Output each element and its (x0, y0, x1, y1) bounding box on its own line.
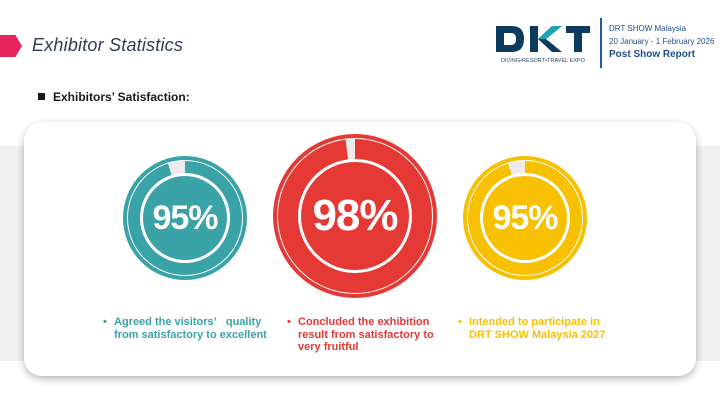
stat-ring-1: 95% (121, 154, 249, 282)
caption-line: from satisfactory to excellent (114, 328, 267, 341)
caption-bullet: • (103, 316, 107, 328)
caption-line: very fruitful (298, 341, 359, 353)
report-title: Post Show Report (609, 49, 696, 60)
stat-caption-2: • Concluded the exhibition result from sat… (287, 316, 434, 354)
stat-value: 95% (492, 198, 558, 237)
caption-line: result from satisfactory to (298, 328, 434, 341)
stat-fill-circle (301, 162, 409, 270)
stat-value: 98% (312, 191, 398, 240)
stat-progress-arc (128, 161, 242, 275)
event-info: DRT SHOW Malaysia 20 January - 1 Februar… (609, 24, 714, 60)
stat-ring-3: 95% (461, 154, 589, 282)
stat-caption-3: • Intended to participate in DRT SHOW Mala… (458, 316, 606, 341)
header-divider (600, 18, 602, 68)
stat-progress-arc (468, 161, 582, 275)
logo-tagline: DIVING•RESORT•TRAVEL EXPO (500, 58, 586, 64)
stat-fill-circle (483, 176, 567, 260)
subheading-text: Exhibitors’ Satisfaction: (53, 90, 190, 104)
caption-bullet: • (287, 316, 291, 328)
stat-ring-2: 98% (271, 132, 439, 300)
section-accent-tab (0, 35, 22, 57)
caption-line: Concluded the exhibition (298, 316, 430, 328)
stat-value: 95% (152, 198, 218, 237)
stat-caption-1: • Agreed the visitors’ quality from satisf… (103, 316, 267, 341)
stat-progress-arc (278, 139, 432, 293)
drt-logo: DIVING•RESORT•TRAVEL EXPO (494, 22, 592, 70)
caption-bullet: • (458, 316, 462, 328)
caption-line: Intended to participate in (469, 316, 600, 328)
caption-line: DRT SHOW Malaysia 2027 (469, 328, 606, 341)
event-dates: 20 January - 1 February 2026 (609, 37, 715, 46)
stat-fill-circle (143, 176, 227, 260)
satisfaction-subheading: Exhibitors’ Satisfaction: (38, 90, 190, 104)
bullet-square-icon (38, 93, 45, 100)
caption-line: Agreed the visitors’ quality (114, 316, 262, 328)
event-name: DRT SHOW Malaysia (609, 24, 687, 33)
section-title: Exhibitor Statistics (32, 35, 184, 55)
